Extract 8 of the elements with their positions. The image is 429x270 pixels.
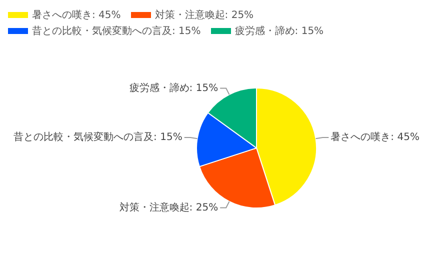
legend-label: 暑さへの嘆き: 45%	[31, 8, 121, 22]
legend-label: 昔との比較・気候変動への言及: 15%	[31, 24, 201, 38]
slice-label: 昔との比較・気候変動への言及: 15%	[14, 131, 182, 144]
slice-label: 暑さへの嘆き: 45%	[330, 131, 420, 144]
legend-label: 疲労感・諦め: 15%	[234, 24, 324, 38]
slice-label: 疲労感・諦め: 15%	[129, 82, 218, 94]
slice-label: 対策・注意喚起: 25%	[119, 201, 218, 214]
legend-label: 対策・注意喚起: 25%	[154, 8, 254, 22]
